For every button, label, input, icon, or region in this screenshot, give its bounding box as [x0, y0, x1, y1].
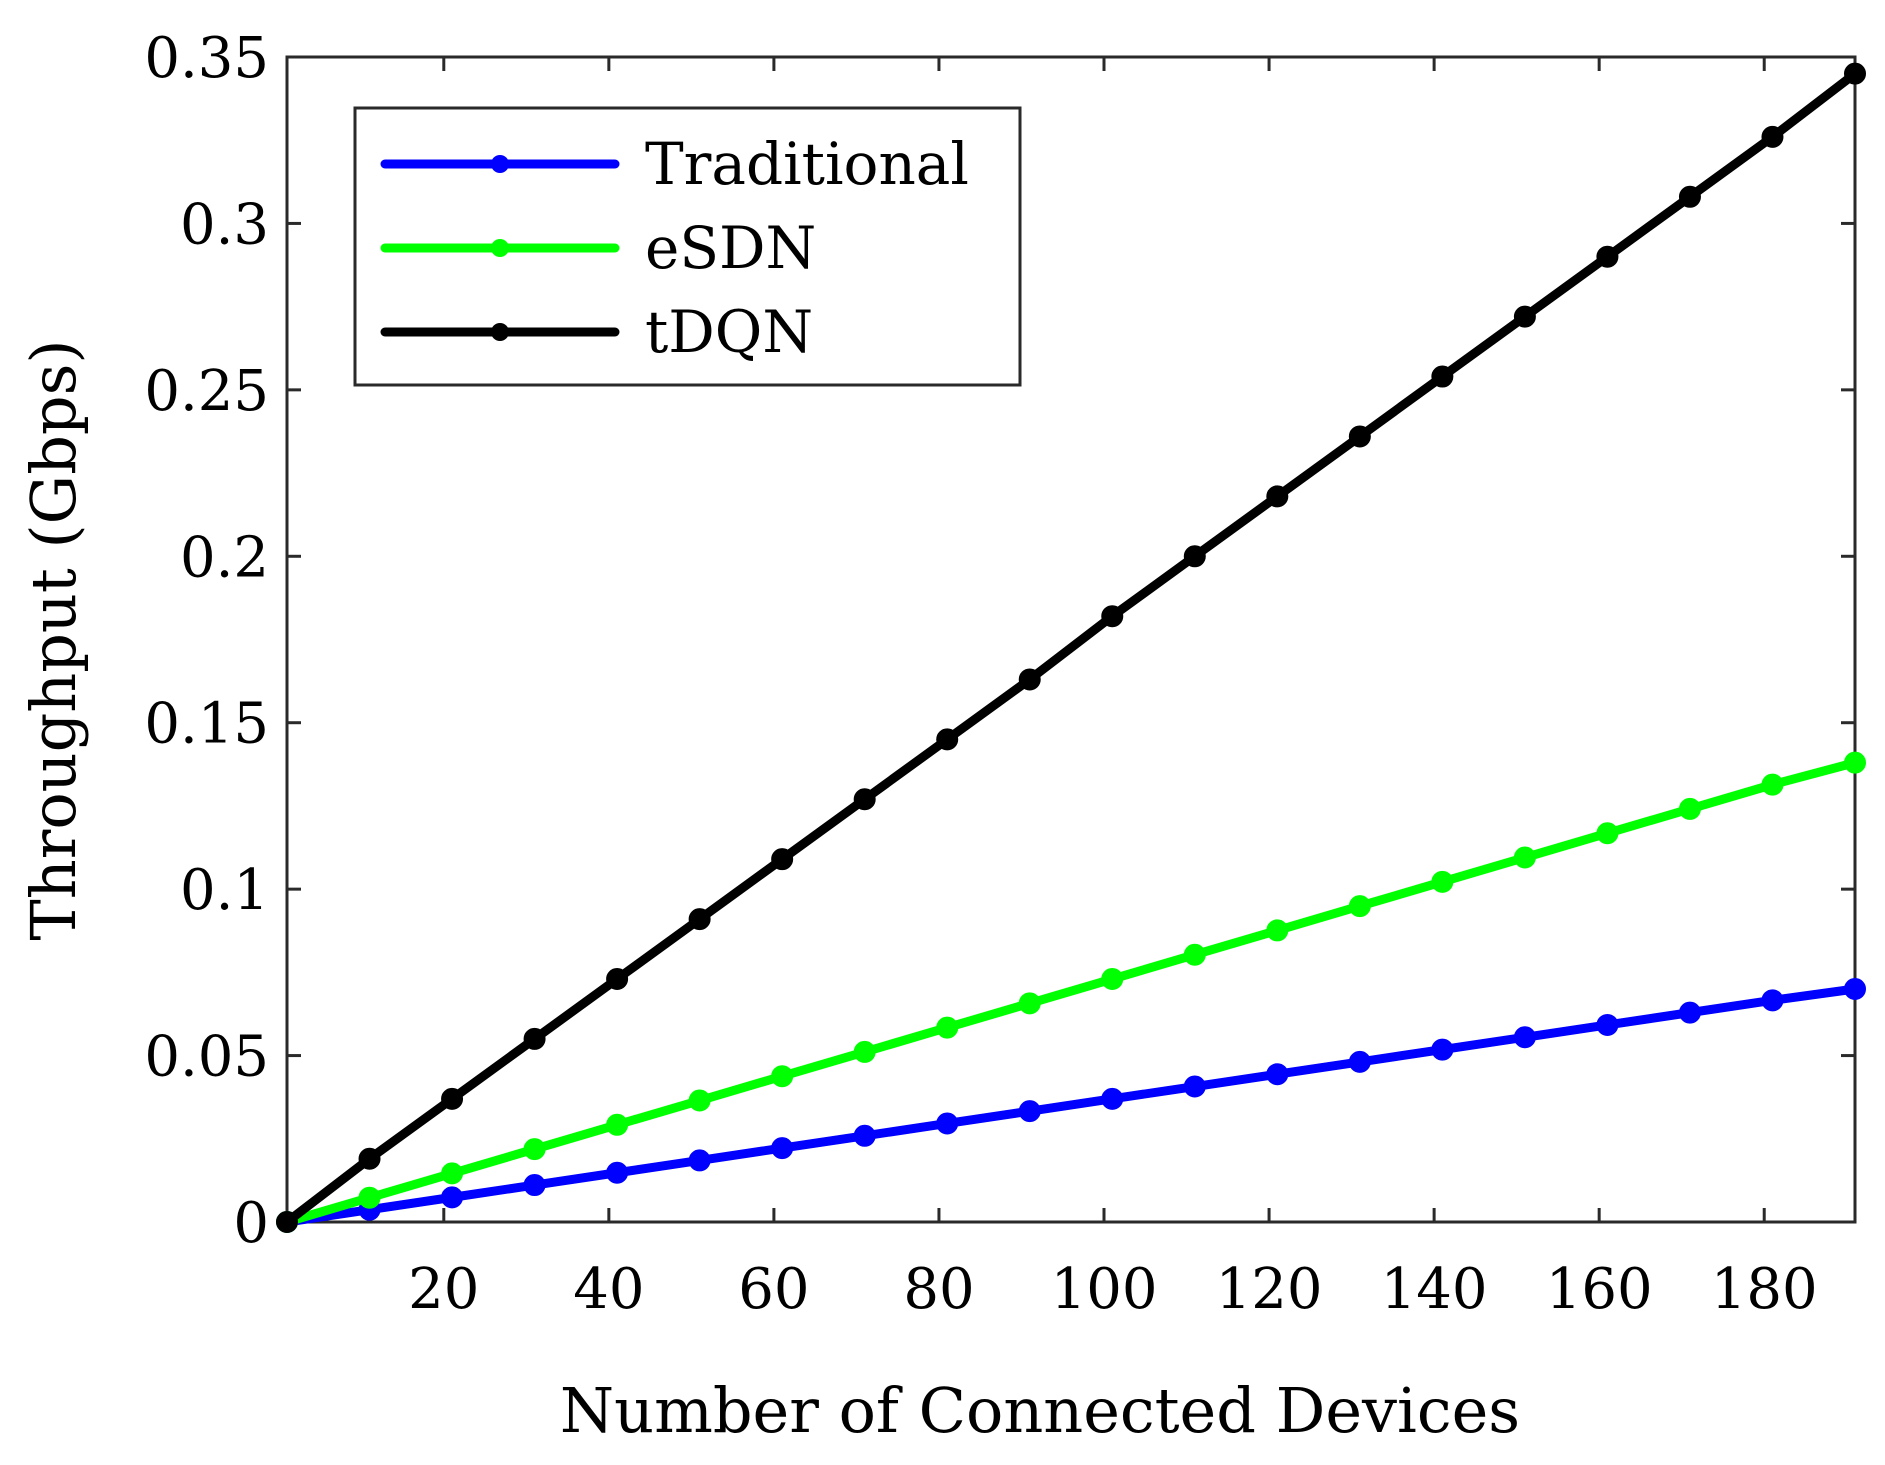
data-point-traditional [1596, 1013, 1619, 1036]
x-tick-label: 80 [903, 1257, 974, 1322]
data-point-tdqn [936, 728, 959, 751]
data-point-tdqn [1183, 545, 1206, 568]
data-point-traditional [523, 1174, 546, 1197]
data-point-esdn [1678, 797, 1701, 820]
x-tick-label: 180 [1711, 1257, 1818, 1322]
data-point-traditional [853, 1124, 876, 1147]
data-point-esdn [936, 1016, 959, 1039]
y-tick-label: 0 [233, 1191, 269, 1256]
series-layer [276, 62, 1866, 1233]
data-point-esdn [523, 1138, 546, 1161]
data-point-esdn [1431, 870, 1454, 893]
data-point-tdqn [1761, 125, 1784, 148]
data-point-esdn [1266, 919, 1289, 942]
data-point-traditional [1431, 1038, 1454, 1061]
data-point-tdqn [1678, 185, 1701, 208]
legend: Traditional eSDN tDQN [353, 106, 1022, 387]
data-point-tdqn [276, 1211, 298, 1233]
data-point-tdqn [771, 848, 794, 871]
data-point-traditional [1678, 1001, 1701, 1024]
legend-marker-tdqn [491, 323, 509, 341]
data-point-traditional [1101, 1087, 1124, 1110]
data-point-tdqn [1348, 425, 1371, 448]
data-point-traditional [1348, 1050, 1371, 1073]
legend-label-tdqn: tDQN [645, 298, 813, 366]
data-point-esdn [1596, 822, 1619, 845]
x-tick-label: 140 [1381, 1257, 1488, 1322]
data-point-tdqn [1431, 365, 1454, 388]
data-point-esdn [1018, 992, 1041, 1015]
x-tick-label: 20 [408, 1257, 479, 1322]
series-esdn [276, 751, 1866, 1233]
legend-marker-traditional [491, 155, 509, 173]
y-tick-label: 0.2 [180, 525, 269, 590]
x-tick-label: 60 [738, 1257, 809, 1322]
data-point-esdn [853, 1040, 876, 1063]
legend-label-esdn: eSDN [645, 214, 816, 282]
data-point-traditional [688, 1149, 711, 1172]
series-line-tdqn [282, 69, 1860, 1227]
data-point-esdn [1101, 968, 1124, 991]
data-point-tdqn [1101, 605, 1124, 628]
series-line-esdn [282, 758, 1860, 1227]
data-point-tdqn [1596, 245, 1619, 268]
data-point-traditional [771, 1137, 794, 1160]
y-tick-label: 0.05 [144, 1025, 269, 1090]
series-traditional [276, 978, 1866, 1233]
data-point-traditional [1513, 1026, 1536, 1049]
data-point-esdn [441, 1162, 464, 1185]
data-point-esdn [771, 1065, 794, 1088]
data-point-tdqn [358, 1147, 381, 1170]
data-point-esdn [1844, 751, 1866, 774]
y-axis: 0 0.05 0.1 0.15 0.2 0.25 0.3 0.35 [144, 26, 1855, 1256]
data-point-esdn [1183, 943, 1206, 966]
data-point-esdn [606, 1113, 629, 1136]
legend-item-traditional: Traditional [380, 130, 969, 198]
data-point-traditional [936, 1112, 959, 1135]
data-point-tdqn [688, 908, 711, 931]
data-point-tdqn [853, 788, 876, 811]
x-tick-label: 160 [1546, 1257, 1653, 1322]
legend-marker-esdn [491, 239, 509, 257]
series-line-traditional [282, 984, 1860, 1227]
data-point-traditional [1183, 1075, 1206, 1098]
data-point-tdqn [1513, 305, 1536, 328]
data-point-esdn [358, 1186, 381, 1209]
data-point-traditional [1018, 1100, 1041, 1123]
data-point-tdqn [1844, 62, 1866, 85]
data-point-esdn [1513, 846, 1536, 869]
y-tick-label: 0.15 [144, 692, 269, 757]
data-point-tdqn [606, 968, 629, 991]
data-point-tdqn [1018, 668, 1041, 691]
y-tick-label: 0.25 [144, 359, 269, 424]
x-tick-label: 100 [1051, 1257, 1158, 1322]
data-point-traditional [606, 1161, 629, 1184]
y-tick-label: 0.3 [180, 192, 269, 257]
data-point-traditional [1761, 989, 1784, 1012]
x-axis-title: Number of Connected Devices [560, 1374, 1520, 1447]
data-point-traditional [441, 1186, 464, 1209]
legend-item-esdn: eSDN [380, 214, 816, 282]
x-tick-label: 40 [573, 1257, 644, 1322]
legend-label-traditional: Traditional [645, 130, 969, 198]
data-point-tdqn [441, 1087, 464, 1110]
x-axis: 20 40 60 80 100 120 140 160 180 [408, 57, 1818, 1322]
data-point-tdqn [1266, 485, 1289, 508]
data-point-esdn [1761, 773, 1784, 796]
data-point-esdn [688, 1089, 711, 1112]
series-tdqn [276, 62, 1866, 1233]
legend-item-tdqn: tDQN [380, 298, 813, 366]
data-point-traditional [1266, 1063, 1289, 1086]
y-tick-label: 0.35 [144, 26, 269, 91]
data-point-traditional [1844, 978, 1866, 1000]
y-tick-label: 0.1 [180, 858, 269, 923]
y-axis-title: Throughput (Gbps) [17, 339, 90, 940]
x-tick-label: 120 [1216, 1257, 1323, 1322]
data-point-esdn [1348, 895, 1371, 918]
data-point-tdqn [523, 1027, 546, 1050]
